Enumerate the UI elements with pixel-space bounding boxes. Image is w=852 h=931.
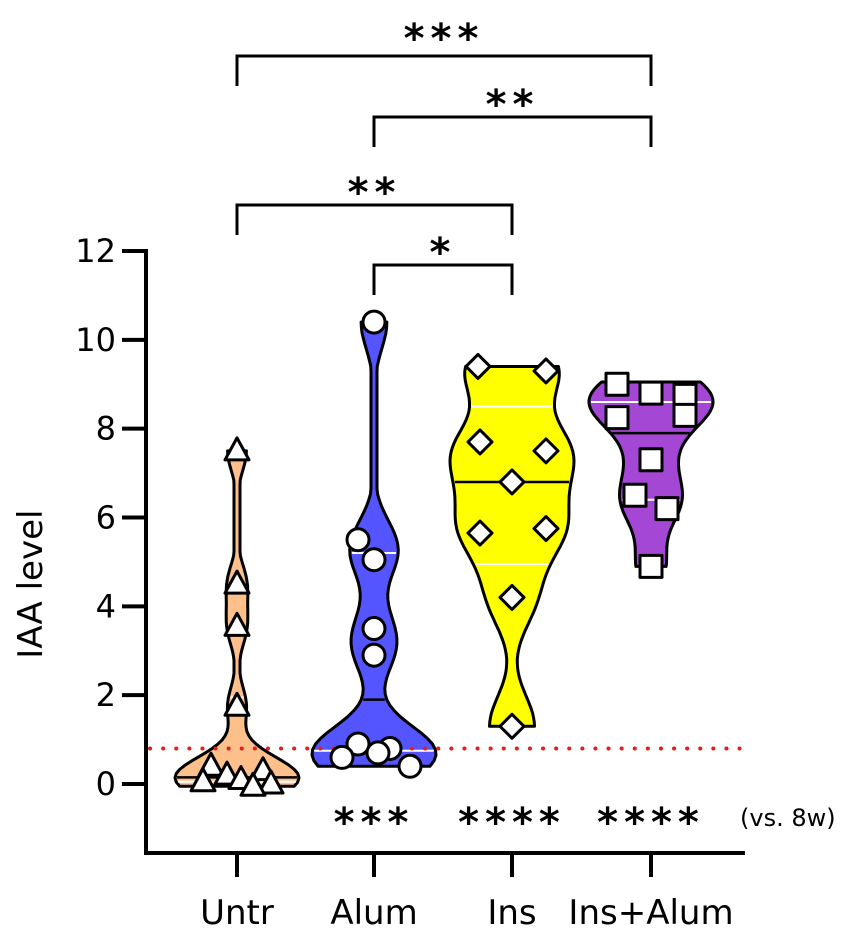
data-point	[361, 547, 387, 573]
y-tick-label: 10	[75, 321, 116, 359]
x-tick-label: Alum	[330, 893, 417, 931]
data-point	[638, 447, 664, 473]
data-point	[466, 428, 494, 456]
comparison-bracket	[235, 203, 514, 235]
axes-layer: 0 2 4 6 8 10 12 IAA level Untr Alum Ins Ins+Alum	[11, 232, 745, 931]
data-point	[604, 371, 630, 397]
comparison-bracket	[235, 54, 653, 86]
y-tick-label: 0	[96, 765, 116, 803]
data-point	[189, 767, 217, 793]
data-point	[466, 519, 494, 547]
data-point	[622, 482, 648, 508]
y-tick-label: 8	[96, 410, 116, 448]
data-point	[604, 405, 630, 431]
vs-8w-significance: ****	[458, 800, 566, 846]
data-point	[361, 309, 387, 335]
data-point	[365, 740, 391, 766]
y-tick-label: 2	[96, 676, 116, 714]
data-point	[239, 771, 267, 797]
y-tick-label: 12	[75, 232, 116, 270]
data-point	[397, 753, 423, 779]
data-point	[498, 712, 526, 740]
data-point	[361, 642, 387, 668]
data-point	[532, 515, 560, 543]
comparison-bracket	[372, 263, 514, 295]
violin-layer	[173, 320, 715, 788]
data-point-layer	[189, 309, 698, 797]
data-point	[329, 744, 355, 770]
data-point	[345, 527, 371, 553]
x-tick-label: Ins	[487, 893, 536, 931]
y-tick-label: 6	[96, 499, 116, 537]
comparison-significance: **	[348, 170, 402, 216]
data-point	[654, 496, 680, 522]
x-tick-label: Untr	[200, 893, 274, 931]
data-point	[223, 611, 251, 637]
data-point	[464, 352, 492, 380]
y-tick-label: 4	[96, 587, 116, 625]
vs-8w-significance: ****	[597, 800, 705, 846]
comparison-significance: **	[486, 82, 540, 128]
data-point	[638, 553, 664, 579]
data-point	[223, 436, 251, 462]
x-tick-label: Ins+Alum	[568, 893, 733, 931]
data-point	[532, 357, 560, 385]
comparison-note: (vs. 8w)	[740, 804, 836, 832]
data-point	[223, 691, 251, 717]
data-point	[361, 616, 387, 642]
vs-8w-significance: ***	[334, 800, 415, 846]
data-point	[498, 583, 526, 611]
data-point	[345, 731, 371, 757]
data-point	[498, 468, 526, 496]
comparison-significance: *	[430, 230, 457, 276]
data-point	[672, 402, 698, 428]
data-point	[257, 769, 285, 795]
comparison-significance: ***	[404, 16, 485, 62]
comparison-bracket	[372, 115, 653, 147]
data-point	[223, 569, 251, 595]
data-point	[638, 380, 664, 406]
y-axis-label: IAA level	[11, 510, 51, 659]
violin-ins	[448, 365, 576, 728]
significance-layer: *********** **** ****	[235, 16, 705, 846]
violin-alum	[310, 320, 438, 768]
data-point	[532, 437, 560, 465]
